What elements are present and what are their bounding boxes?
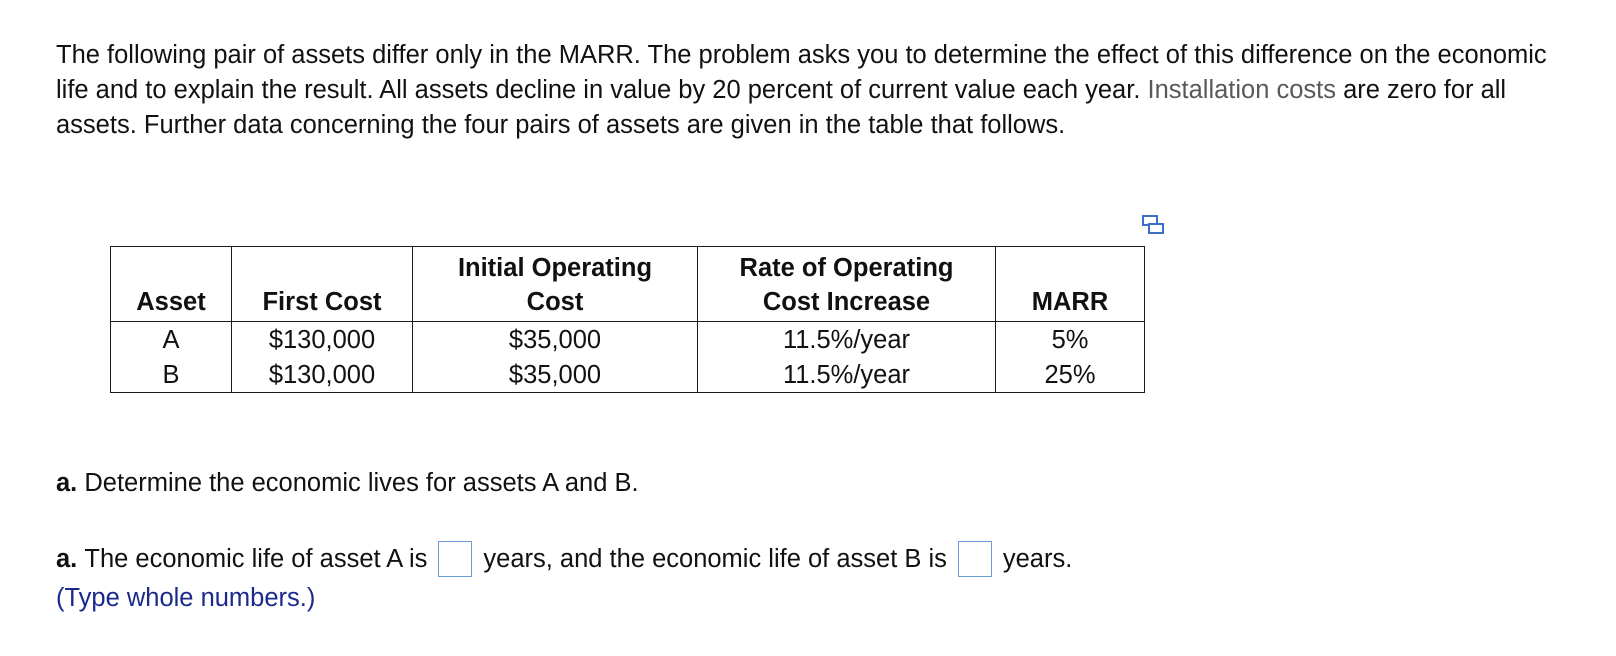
answer-label: a. — [56, 544, 78, 573]
cell-marr: 25% — [995, 357, 1145, 393]
asset-data-table: Asset First Cost Initial Operating Cost … — [110, 246, 1145, 393]
answer-text-3: years. — [1002, 544, 1073, 573]
cell-rate: 11.5%/year — [697, 357, 996, 393]
cell-first-cost: $130,000 — [231, 357, 413, 393]
question-text: Determine the economic lives for assets … — [84, 469, 639, 497]
table-header-row: Asset First Cost Initial Operating Cost … — [110, 246, 1145, 322]
header-first-cost: First Cost — [231, 246, 413, 322]
cell-first-cost: $130,000 — [231, 321, 413, 357]
answer-text-1: The economic life of asset A is — [84, 544, 428, 573]
cell-rate: 11.5%/year — [697, 321, 996, 357]
answer-text-2: years, and the economic life of asset B … — [483, 544, 947, 573]
intro-text-part2: are zero for all assets. Further data co… — [56, 76, 1507, 139]
table-row: B $130,000 $35,000 11.5%/year 25% — [110, 357, 1145, 393]
asset-b-economic-life-input[interactable] — [957, 541, 992, 577]
problem-statement: The following pair of assets differ only… — [56, 38, 1566, 143]
question-a: a. Determine the economic lives for asse… — [56, 466, 639, 501]
installation-costs-term[interactable]: Installation costs — [1147, 76, 1337, 104]
asset-a-economic-life-input[interactable] — [438, 541, 473, 577]
header-initial-operating-cost: Initial Operating Cost — [412, 246, 698, 322]
cell-initial-operating-cost: $35,000 — [412, 321, 698, 357]
header-asset: Asset — [110, 246, 232, 322]
cell-initial-operating-cost: $35,000 — [412, 357, 698, 393]
table-row: A $130,000 $35,000 11.5%/year 5% — [110, 321, 1145, 357]
question-label: a. — [56, 469, 78, 497]
copy-table-icon[interactable] — [1141, 214, 1167, 236]
header-marr: MARR — [995, 246, 1145, 322]
cell-asset: B — [110, 357, 232, 393]
header-rate-of-operating-cost-increase: Rate of Operating Cost Increase — [697, 246, 996, 322]
input-hint: (Type whole numbers.) — [56, 584, 316, 612]
cell-marr: 5% — [995, 321, 1145, 357]
intro-text-part1: The following pair of assets differ only… — [56, 41, 1547, 104]
cell-asset: A — [110, 321, 232, 357]
answer-line: a. The economic life of asset A is years… — [56, 541, 1072, 577]
